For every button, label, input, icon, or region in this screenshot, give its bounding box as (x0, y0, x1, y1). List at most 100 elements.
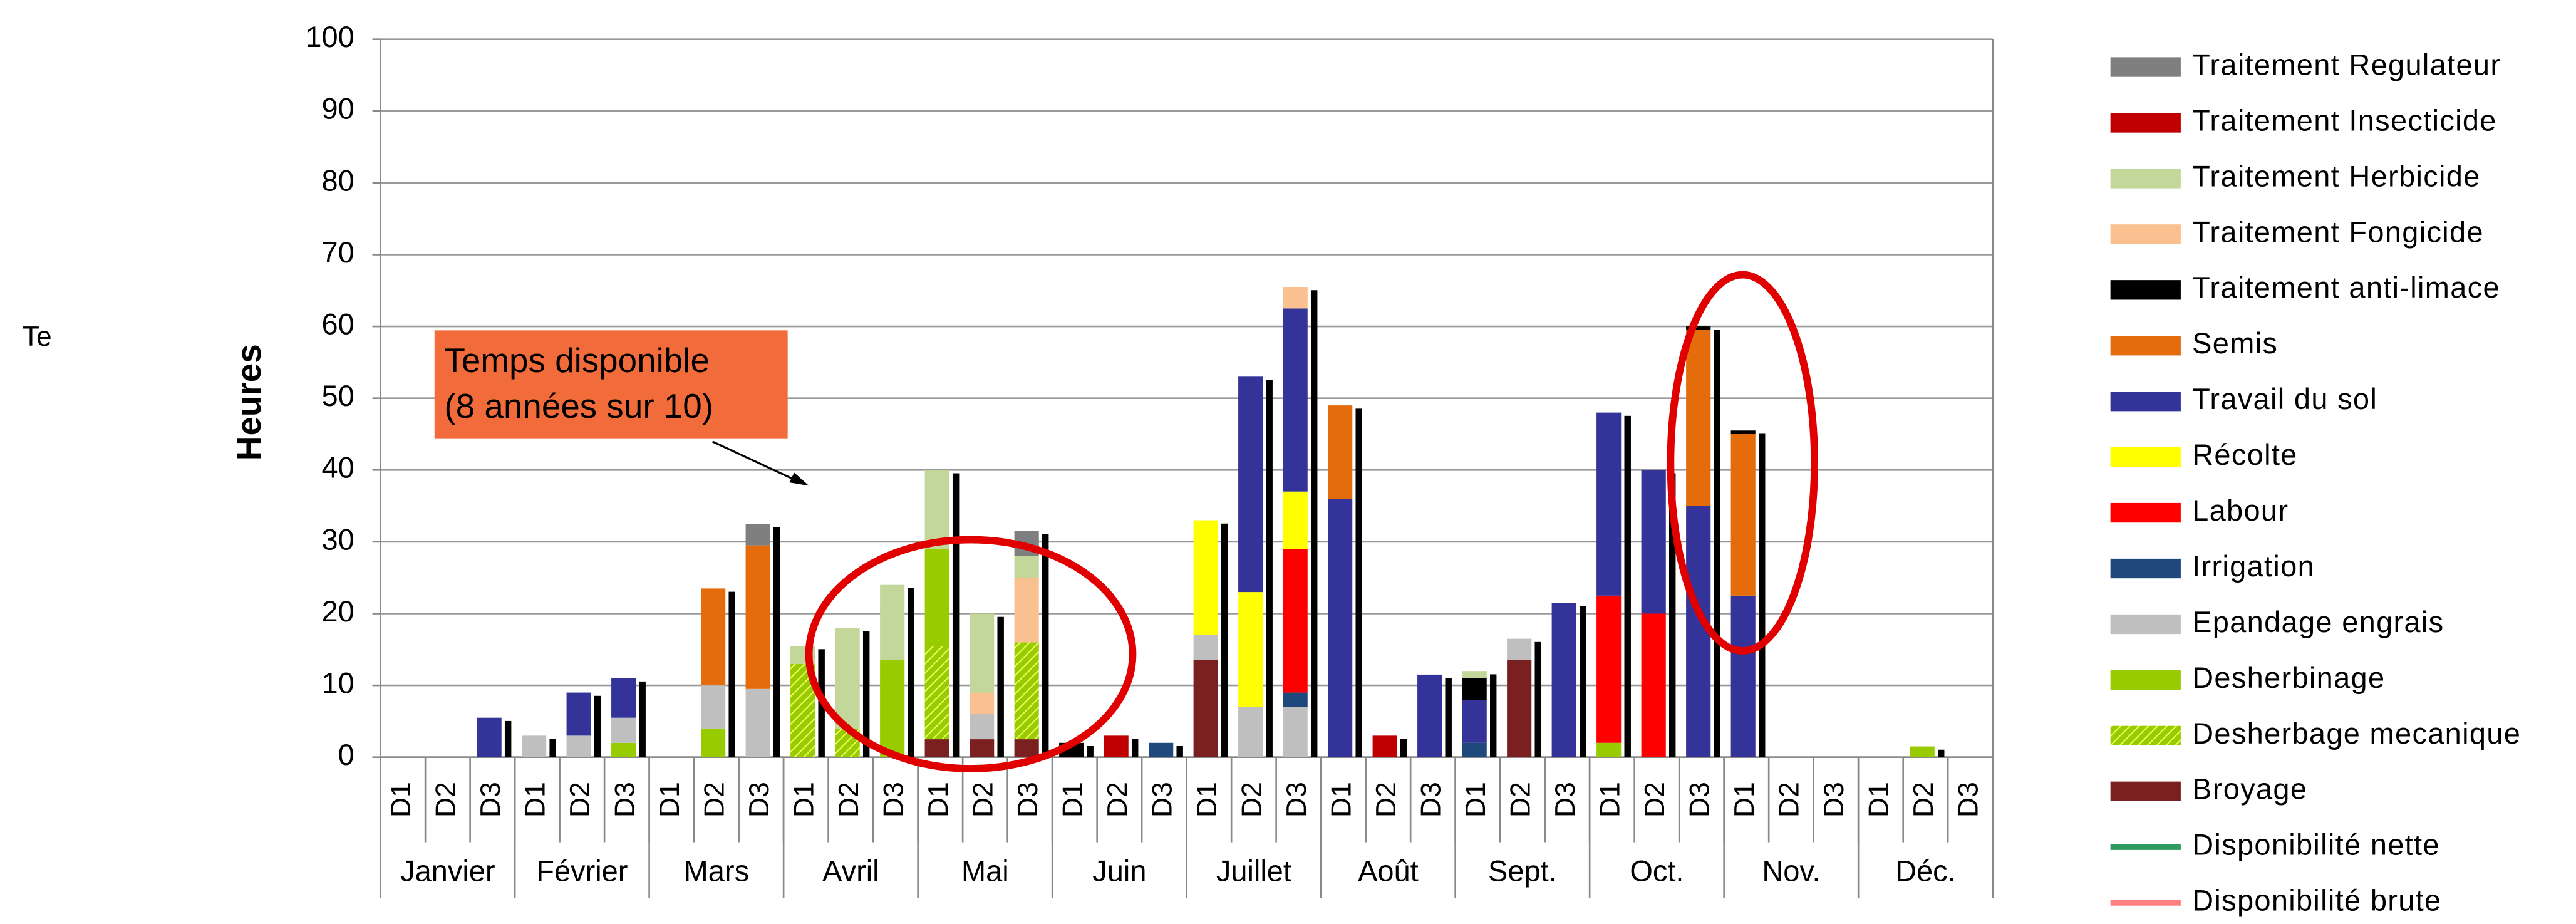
x-tick-label: D2 (1640, 782, 1670, 818)
legend-swatch (2110, 169, 2181, 189)
bar-segment (1641, 613, 1666, 757)
group-label: Avril (822, 854, 879, 887)
x-tick-label: D2 (700, 782, 730, 818)
x-tick-label: D1 (1864, 782, 1895, 818)
legend-swatch (2110, 781, 2181, 801)
x-tick-label: D3 (1416, 782, 1447, 818)
group-label: Mai (961, 854, 1009, 887)
bar-shadow (1042, 534, 1049, 757)
y-tick-label: 90 (322, 92, 354, 125)
group-label: Nov. (1762, 854, 1820, 887)
y-tick-label: 20 (322, 594, 354, 628)
bar-shadow (1400, 739, 1407, 757)
bar-segment (1283, 308, 1308, 492)
bar-segment (1014, 556, 1039, 578)
bar-shadow (1758, 433, 1766, 757)
group-label: Sept. (1488, 854, 1557, 887)
bar-segment (1328, 499, 1353, 757)
y-axis-title: Heures (229, 344, 268, 460)
bar-shadow (549, 739, 556, 757)
group-label: Juin (1092, 854, 1146, 887)
x-tick-label: D2 (968, 782, 999, 818)
bar-segment (1283, 287, 1308, 309)
bar-segment (880, 584, 905, 660)
bar-segment (1686, 330, 1711, 506)
bar-segment (566, 735, 591, 757)
bar-segment (924, 549, 949, 646)
bar-shadow (952, 473, 960, 757)
legend-label: Labour (2192, 494, 2289, 527)
legend-swatch (2110, 392, 2181, 412)
legend-label: Récolte (2192, 438, 2297, 471)
legend-swatch (2110, 447, 2181, 467)
x-tick-label: D3 (1550, 782, 1581, 818)
bar-segment (970, 692, 995, 714)
x-tick-label: D2 (1908, 782, 1939, 818)
bar-shadow (1534, 641, 1541, 757)
bar-segment (1507, 638, 1532, 660)
bar-segment (1596, 595, 1622, 743)
bar-segment (1641, 470, 1666, 614)
bar-shadow (728, 591, 735, 757)
x-tick-label: D3 (475, 782, 506, 818)
legend-swatch (2110, 57, 2181, 77)
annotation-text: (8 années sur 10) (444, 387, 713, 425)
bar-segment (1910, 746, 1935, 757)
legend-label: Irrigation (2192, 549, 2315, 583)
bar-segment (745, 545, 770, 689)
y-tick-label: 80 (322, 164, 354, 197)
x-tick-label: D1 (923, 782, 954, 818)
bar-segment (970, 739, 995, 757)
x-tick-label: D2 (1102, 782, 1133, 818)
annotation-text: Temps disponible (444, 341, 710, 380)
annotation-arrowhead (789, 472, 809, 486)
bar-segment (1238, 376, 1263, 593)
bar-shadow (1176, 746, 1183, 757)
legend-label: Semis (2192, 326, 2278, 360)
bar-segment (1730, 430, 1756, 434)
x-tick-label: D1 (789, 782, 820, 818)
x-tick-label: D3 (1819, 782, 1849, 818)
bar-segment (1462, 671, 1487, 678)
x-tick-label: D2 (565, 782, 596, 818)
x-tick-label: D1 (1058, 782, 1089, 818)
bar-segment (1193, 660, 1218, 757)
bar-segment (701, 588, 726, 686)
bar-segment (1014, 642, 1039, 740)
bar-segment (745, 688, 770, 757)
x-tick-label: D1 (520, 782, 551, 818)
x-tick-label: D3 (610, 782, 641, 818)
bar-segment (1686, 326, 1711, 330)
bar-segment (1507, 660, 1532, 757)
bar-segment (701, 728, 726, 757)
bar-segment (835, 628, 860, 729)
bar-segment (1462, 742, 1487, 757)
bar-segment (970, 714, 995, 740)
legend-label: Traitement Herbicide (2192, 159, 2480, 192)
legend-swatch (2110, 224, 2181, 244)
bar-segment (1149, 742, 1174, 757)
bar-segment (1596, 742, 1622, 757)
legend-swatch (2110, 502, 2181, 523)
x-tick-label: D2 (1774, 782, 1805, 818)
legend-label: Disponibilité nette (2192, 828, 2440, 861)
bar-shadow (1579, 606, 1586, 757)
bar-segment (611, 742, 636, 757)
x-tick-label: D2 (834, 782, 864, 818)
legend-swatch (2110, 113, 2181, 133)
x-tick-label: D3 (744, 782, 775, 818)
bar-shadow (1489, 674, 1497, 757)
bar-segment (1283, 549, 1308, 693)
legend-swatch (2110, 280, 2181, 300)
x-tick-label: D3 (1147, 782, 1178, 818)
bar-segment (1014, 578, 1039, 643)
x-tick-label: D2 (1237, 782, 1268, 818)
x-tick-label: D3 (1685, 782, 1715, 818)
bar-segment (1283, 707, 1308, 757)
bar-shadow (1355, 408, 1362, 757)
bar-shadow (639, 681, 646, 757)
bar-segment (611, 717, 636, 743)
x-tick-label: D3 (879, 782, 909, 818)
